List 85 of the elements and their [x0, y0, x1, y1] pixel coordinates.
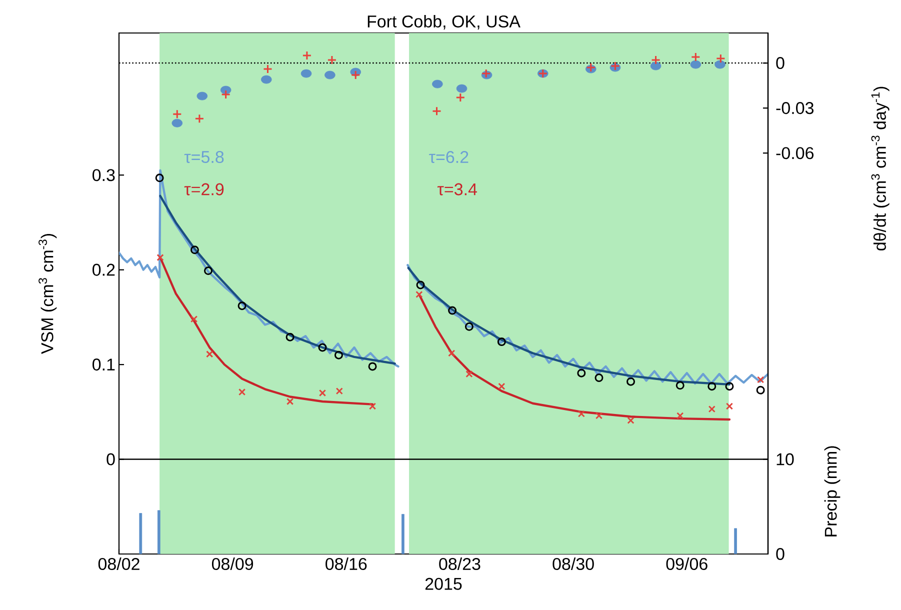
point [204, 266, 212, 276]
point [756, 386, 765, 394]
point [626, 377, 636, 386]
annotation: τ=3.4 [437, 183, 477, 196]
point [172, 118, 183, 128]
point [650, 62, 662, 70]
point [448, 306, 457, 315]
point [416, 280, 425, 290]
x-tick-label: 08/30 [552, 558, 594, 570]
point [238, 302, 246, 310]
x-axis-title: 2015 [425, 578, 462, 590]
point [194, 114, 204, 124]
point [286, 332, 294, 342]
point [725, 382, 734, 391]
point [708, 405, 716, 413]
x-tick-label: 08/16 [326, 558, 367, 570]
y2-axis-title: dθ/dt (cm$^{3}$ cm$^{-3}$ day$^{-1}$) [871, 86, 890, 250]
point [690, 60, 702, 69]
point [260, 75, 272, 84]
point [336, 387, 343, 395]
y3-tick-label: 10 [776, 453, 794, 466]
point [172, 109, 182, 119]
point [262, 64, 272, 74]
point [190, 246, 199, 254]
point [334, 350, 343, 360]
point [318, 343, 327, 352]
point [206, 350, 214, 358]
point [577, 368, 586, 378]
point [221, 90, 231, 100]
y3-tick-label: 0 [776, 548, 784, 560]
point [456, 84, 468, 93]
annotation: τ=2.9 [184, 183, 224, 196]
chart-title: Fort Cobb, OK, USA [368, 15, 520, 30]
annotation: τ=5.8 [184, 150, 224, 164]
y-tick-label: 0 [106, 453, 115, 466]
point [432, 106, 442, 116]
point [432, 80, 443, 88]
point [368, 362, 377, 371]
point [416, 290, 423, 298]
point [220, 86, 232, 94]
point [448, 350, 456, 357]
point [726, 402, 734, 410]
point [196, 92, 208, 100]
y-tick-label: 0.3 [92, 169, 115, 182]
y-tick-label: 0.2 [92, 264, 115, 276]
point [708, 382, 716, 391]
point [756, 376, 764, 384]
point [368, 402, 376, 410]
point [318, 389, 326, 397]
x-tick-label: 08/02 [98, 558, 140, 570]
point [676, 381, 684, 390]
point [716, 54, 726, 64]
point [456, 92, 466, 102]
y3-axis-title: Precip (mm) [824, 446, 840, 536]
point [327, 55, 337, 65]
point [498, 382, 506, 390]
point [156, 254, 164, 262]
point [286, 398, 294, 406]
point [238, 388, 246, 396]
point [155, 174, 164, 182]
point [350, 70, 360, 80]
y2-tick-label: -0.03 [776, 102, 814, 114]
point [466, 370, 473, 378]
y-tick-label: 0.1 [92, 358, 115, 371]
point [594, 374, 604, 382]
x-tick-label: 09/06 [666, 558, 708, 570]
point [627, 416, 634, 424]
point [324, 70, 336, 80]
x-tick-label: 08/23 [439, 558, 480, 570]
point [190, 315, 198, 323]
y2-tick-label: 0 [776, 57, 784, 70]
annotation: τ=6.2 [429, 150, 468, 164]
y2-tick-label: -0.06 [776, 147, 814, 160]
point [714, 60, 726, 69]
point [464, 322, 474, 331]
point [578, 410, 585, 418]
point [690, 52, 700, 62]
point [302, 50, 312, 60]
x-tick-label: 08/09 [212, 558, 254, 570]
point [595, 412, 603, 420]
point [651, 55, 661, 65]
point [676, 412, 684, 420]
point [300, 69, 312, 78]
point [497, 338, 506, 346]
y-axis-title: VSM (cm$^{3}$ cm$^{-3}$) [38, 234, 57, 354]
